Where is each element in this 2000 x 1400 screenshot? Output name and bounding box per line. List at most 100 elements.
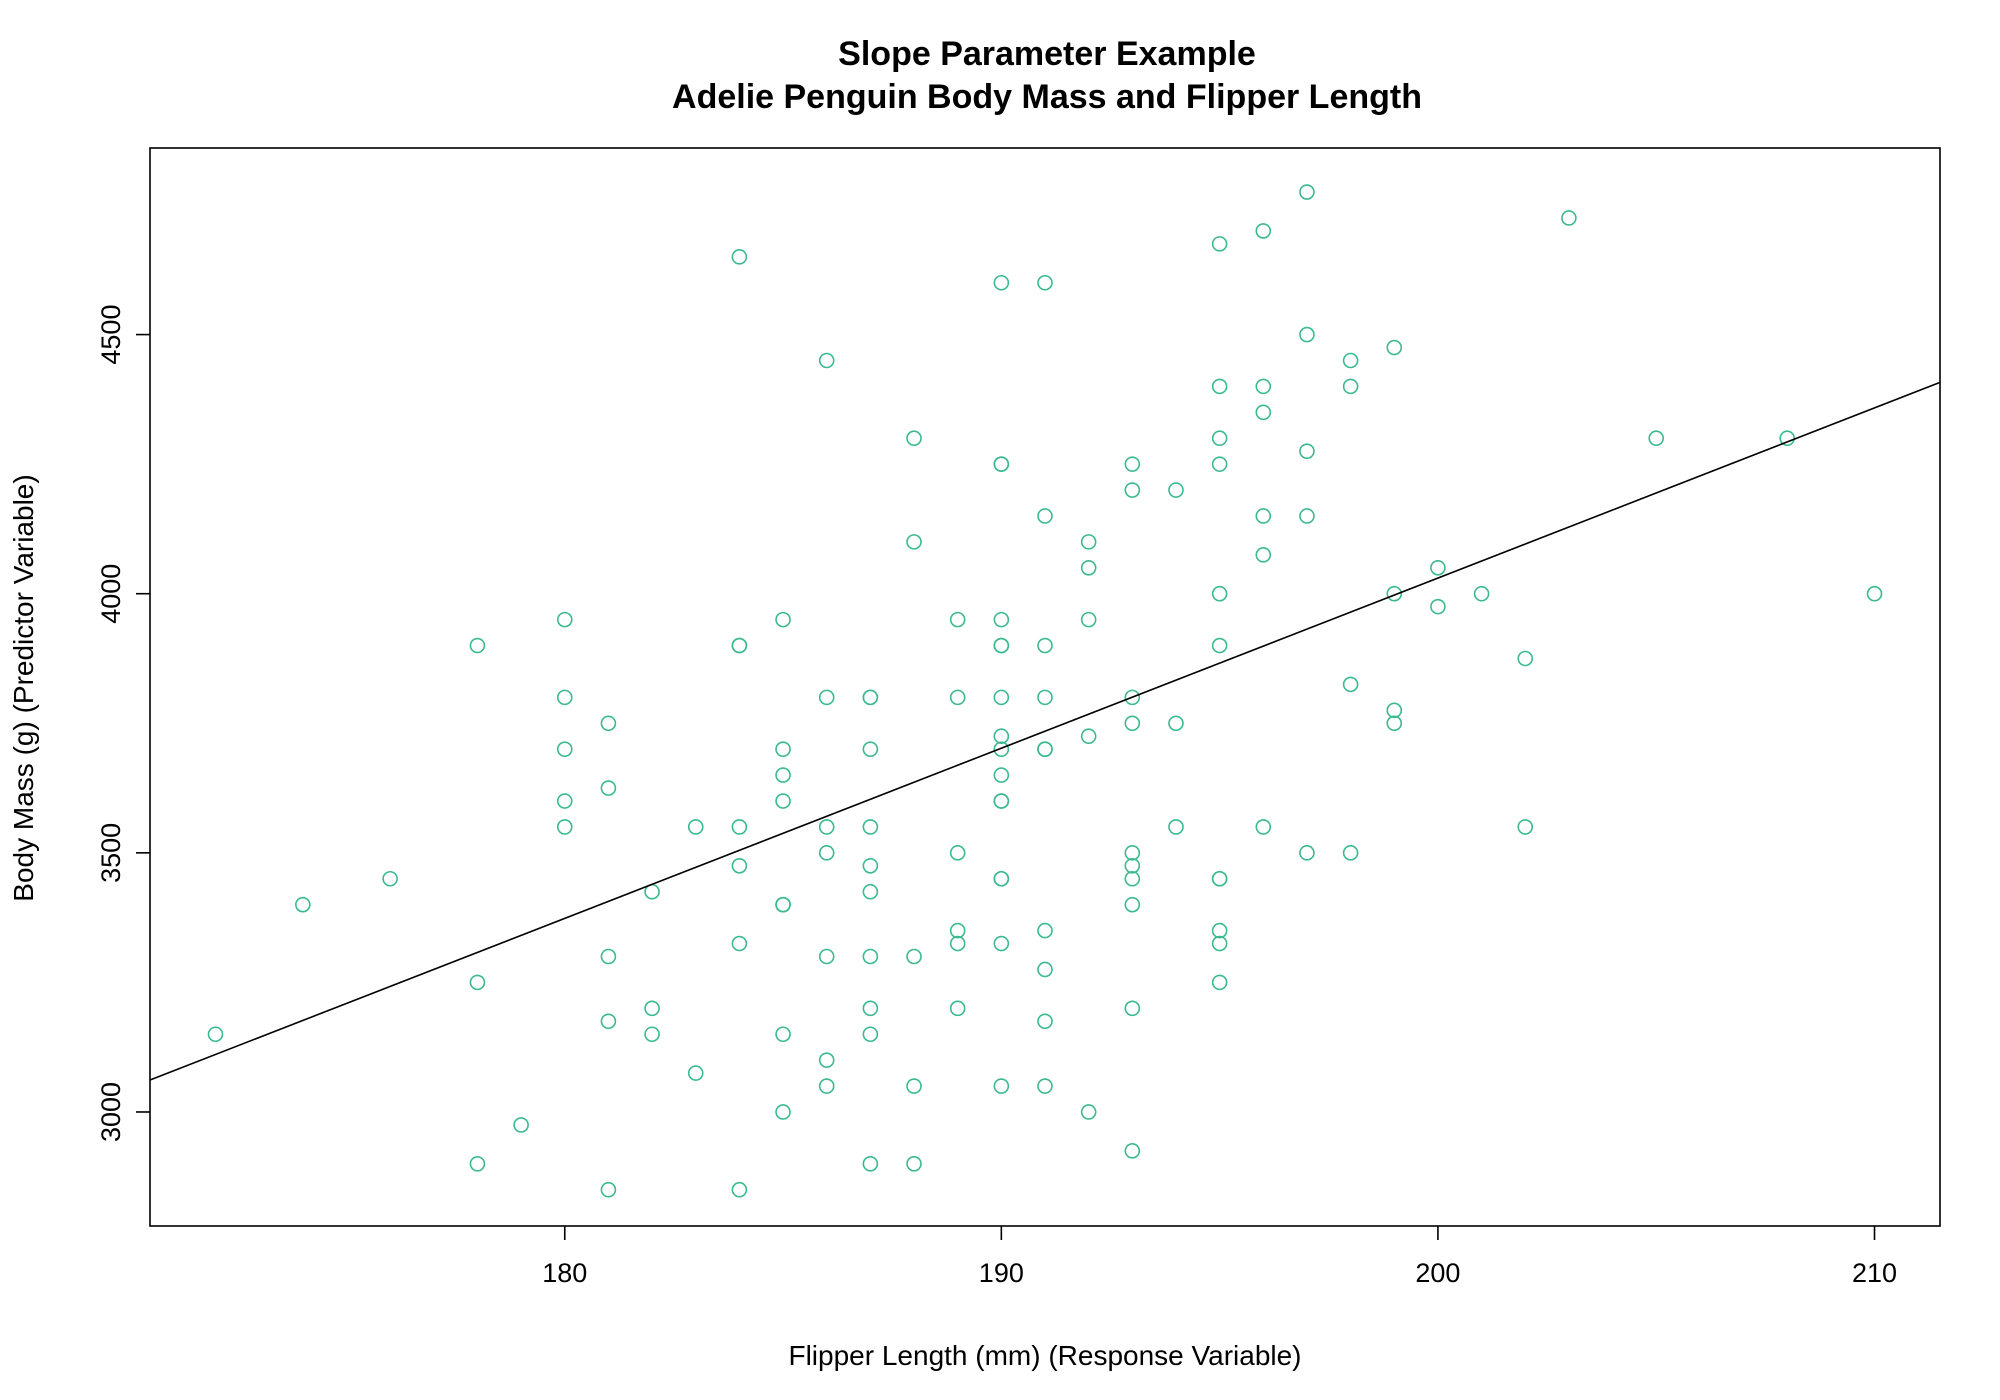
data-point [993,637,1010,654]
data-point [1037,637,1053,654]
data-point [600,715,617,732]
data-point [1124,845,1141,861]
data-point [1037,922,1053,939]
plot-frame [149,147,1941,1227]
data-point [1299,326,1315,343]
data-point [1124,896,1141,913]
data-point [731,858,748,874]
data-point [1561,210,1577,226]
data-point [949,1000,966,1017]
data-point [818,845,835,861]
data-point [600,780,617,796]
data-point [818,948,835,965]
data-point [1517,650,1534,667]
data-point [1168,819,1184,835]
data-point [862,883,879,900]
data-point [1124,456,1141,472]
data-point [382,870,398,887]
data-point [1211,585,1228,602]
data-point [1299,184,1315,200]
data-point [862,741,879,757]
data-point [1255,547,1272,563]
data-point [818,352,835,369]
data-point [1866,585,1883,602]
data-point [1211,922,1228,939]
data-point [295,896,311,913]
data-point [556,611,573,628]
data-point [1386,715,1403,732]
x-tick-label: 200 [1415,1258,1460,1288]
regression-line [149,381,1941,1081]
x-tick-label: 190 [979,1258,1024,1288]
data-point [993,793,1010,809]
data-point [731,1181,748,1198]
data-point [818,1078,835,1094]
chart-title: Slope Parameter Example [838,35,1256,73]
data-point [556,793,573,809]
data-point [775,767,791,783]
data-point [949,922,966,939]
data-point [993,870,1010,887]
data-point [731,935,748,952]
data-point [1124,1143,1141,1159]
data-point [906,1156,922,1172]
data-point [731,637,748,654]
data-point [1124,870,1141,887]
data-point [1648,430,1665,447]
data-point [1255,819,1272,835]
data-point [862,689,879,706]
data-point [862,1000,879,1017]
data-point [1211,456,1228,472]
data-point [1517,819,1534,835]
data-point [993,1078,1010,1094]
y-tick-label: 3000 [96,1082,126,1142]
x-axis-label: Flipper Length (mm) (Response Variable) [788,1340,1301,1371]
data-point [818,819,835,835]
data-point [1386,339,1403,356]
data-point [1037,1013,1053,1030]
data-point [949,935,966,952]
data-points [207,184,1883,1198]
data-point [1342,378,1359,395]
data-point [775,1104,791,1120]
data-point [731,249,748,265]
data-point [1080,611,1097,628]
data-point [1211,430,1228,447]
data-point [1124,1000,1141,1017]
y-axis: 3000 3500 4000 4500 [96,305,150,1142]
data-point [1211,935,1228,952]
data-point [775,793,791,809]
data-point [1342,845,1359,861]
data-point [949,611,966,628]
data-point [687,819,704,835]
data-point [1211,974,1228,991]
data-point [1430,598,1446,615]
data-point [600,948,617,965]
data-point [644,1026,660,1043]
data-point [1124,689,1141,706]
data-point [1386,585,1403,602]
data-point [1124,858,1141,874]
data-point [818,1052,835,1068]
data-point [1473,585,1490,602]
y-tick-label: 4000 [96,564,126,624]
data-point [1037,961,1053,978]
data-point [862,1156,879,1172]
data-point [862,858,879,874]
x-tick-label: 180 [542,1258,587,1288]
y-tick-label: 4500 [96,305,126,365]
data-point [993,611,1010,628]
data-point [1386,702,1403,719]
data-point [906,1078,922,1094]
data-point [1211,236,1228,252]
data-point [906,948,922,965]
y-tick-label: 3500 [96,823,126,883]
data-point [1080,559,1097,576]
data-point [731,819,748,835]
data-point [1779,430,1795,447]
data-point [993,935,1010,952]
data-point [993,274,1010,291]
data-point [775,1026,791,1043]
data-point [556,689,573,706]
